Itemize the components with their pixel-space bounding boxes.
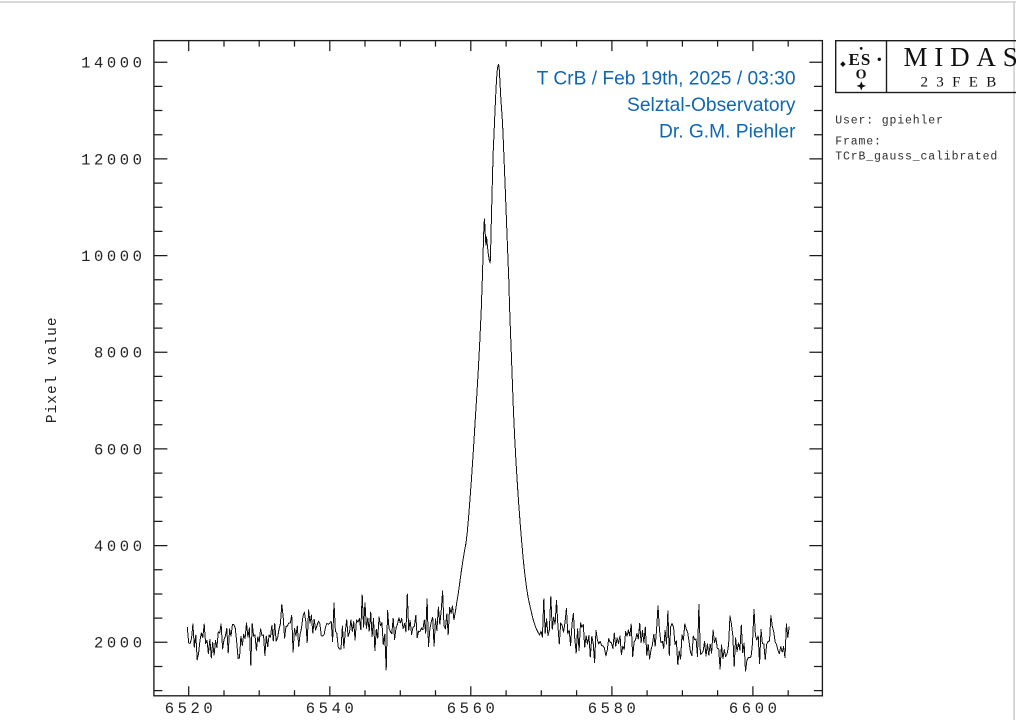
svg-text:6560: 6560 (447, 700, 499, 718)
svg-text:12000: 12000 (81, 151, 146, 169)
svg-text:Dr. G.M. Piehler: Dr. G.M. Piehler (659, 122, 796, 143)
svg-text:6000: 6000 (94, 441, 146, 459)
svg-text:2000: 2000 (94, 635, 146, 653)
svg-text:Frame:: Frame: (835, 135, 882, 148)
svg-text:O: O (856, 68, 868, 83)
svg-text:ES: ES (849, 50, 872, 69)
svg-text:8000: 8000 (94, 345, 146, 363)
svg-text:Pixel value: Pixel value (45, 316, 61, 423)
svg-text:14000: 14000 (81, 55, 146, 73)
svg-text:6520: 6520 (165, 700, 217, 718)
svg-text:6540: 6540 (306, 700, 358, 718)
svg-text:User: gpiehler: User: gpiehler (835, 115, 944, 128)
svg-text:6600: 6600 (729, 700, 781, 718)
svg-text:T CrB / Feb 19th, 2025 / 03:30: T CrB / Feb 19th, 2025 / 03:30 (537, 68, 796, 89)
svg-text:MIDAS: MIDAS (904, 42, 1016, 72)
svg-text:10000: 10000 (81, 248, 146, 266)
svg-text:TCrB_gauss_calibrated: TCrB_gauss_calibrated (835, 150, 998, 163)
svg-text:23FEB: 23FEB (921, 75, 1005, 91)
svg-text:4000: 4000 (94, 538, 146, 556)
svg-text:Selztal-Observatory: Selztal-Observatory (627, 95, 796, 116)
svg-text:6580: 6580 (588, 700, 640, 718)
